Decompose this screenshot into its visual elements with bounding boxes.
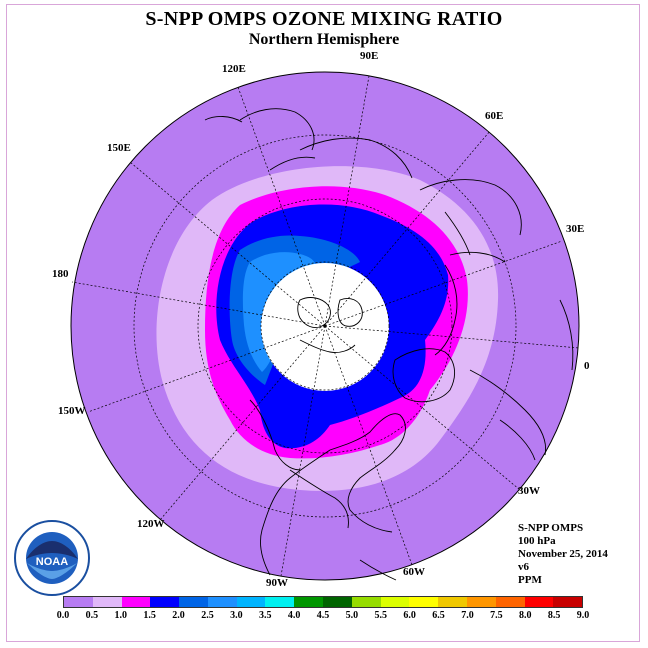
colorbar-swatch [92, 597, 122, 607]
colorbar-swatch [323, 597, 352, 607]
colorbar-swatch [438, 597, 467, 607]
colorbar-swatch [409, 597, 439, 607]
colorbar-swatch [236, 597, 266, 607]
colorbar-swatch [207, 597, 237, 607]
lon-label-120w: 120W [137, 518, 165, 530]
colorbar-tick-label: 2.0 [172, 610, 185, 621]
lon-label-90e: 90E [360, 50, 379, 62]
colorbar-swatch [179, 597, 208, 607]
noaa-logo-text: NOAA [36, 556, 68, 568]
noaa-logo: NOAA [14, 520, 90, 596]
colorbar-swatch [351, 597, 381, 607]
colorbar-swatch [524, 597, 554, 607]
colorbar-tick-label: 4.5 [316, 610, 330, 621]
colorbar-tick-label: 9.0 [576, 610, 590, 621]
colorbar-tick-label: 6.0 [403, 610, 416, 621]
colorbar-tick-label: 7.5 [490, 610, 503, 621]
info-block: S-NPP OMPS 100 hPa November 25, 2014 v6 … [518, 522, 608, 587]
info-date: November 25, 2014 [518, 548, 608, 560]
lon-label-120e: 120E [222, 63, 246, 75]
colorbar-tick-label: 1.0 [114, 610, 128, 621]
colorbar-tick-label: 0.5 [85, 610, 99, 621]
colorbar-tick-label: 4.0 [287, 610, 301, 621]
lon-label-180: 180 [52, 268, 69, 280]
colorbar-swatch [121, 597, 151, 607]
colorbar-swatch [380, 597, 410, 607]
colorbar-tick-label: 3.5 [258, 610, 272, 621]
lon-label-30e: 30E [566, 223, 585, 235]
info-instrument: S-NPP OMPS [518, 522, 584, 534]
longitude-grid [71, 75, 580, 577]
lon-label-150w: 150W [58, 405, 86, 417]
colorbar-swatch [150, 597, 180, 607]
info-units: PPM [518, 574, 542, 586]
colorbar-tick-label: 8.5 [547, 610, 561, 621]
colorbar-swatch [64, 597, 93, 607]
colorbar-tick-label: 6.5 [432, 610, 445, 621]
info-version: v6 [518, 561, 529, 573]
lon-label-150e: 150E [107, 142, 131, 154]
colorbar-tick-label: 5.0 [345, 610, 359, 621]
colorbar-swatch [495, 597, 525, 607]
colorbar-tick-label: 5.5 [374, 610, 388, 621]
map-title: S-NPP OMPS OZONE MIXING RATIO [145, 8, 503, 30]
lon-label-90w: 90W [266, 577, 288, 589]
colorbar-tick-label: 7.0 [461, 610, 474, 621]
colorbar-tick-label: 1.5 [143, 610, 156, 621]
colorbar [63, 596, 583, 608]
lon-label-0: 0 [584, 360, 590, 372]
colorbar-tick-label: 3.0 [230, 610, 243, 621]
lon-label-30w: 30W [518, 485, 540, 497]
colorbar-swatch [294, 597, 324, 607]
lon-label-60w: 60W [403, 566, 425, 578]
colorbar-swatch [265, 597, 295, 607]
lon-label-60e: 60E [485, 110, 504, 122]
colorbar-tick-label: 0.0 [56, 610, 70, 621]
figure-frame [6, 4, 640, 642]
colorbar-tick-label: 8.0 [518, 610, 532, 621]
colorbar-swatch [553, 597, 583, 607]
map-subtitle: Northern Hemisphere [248, 31, 400, 48]
latitude-grid [133, 134, 517, 518]
info-level: 100 hPa [518, 535, 556, 547]
colorbar-swatch [466, 597, 496, 607]
coastlines [204, 108, 574, 581]
colorbar-tick-label: 2.5 [201, 610, 214, 621]
